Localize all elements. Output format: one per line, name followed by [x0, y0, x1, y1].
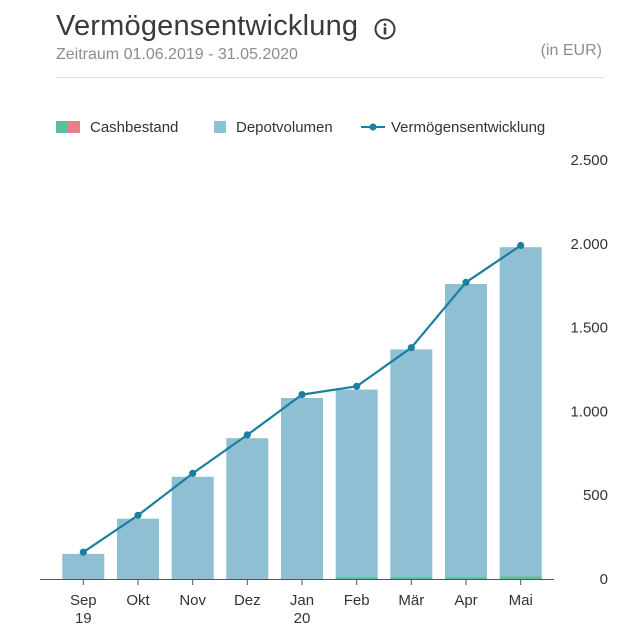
cash-bar	[445, 577, 487, 579]
cash-bar	[390, 577, 433, 579]
wealth-point	[462, 278, 470, 286]
header-divider	[56, 77, 604, 78]
legend-line-label: Vermögensentwicklung	[391, 118, 546, 136]
info-icon[interactable]	[374, 18, 396, 40]
wealth-point	[517, 241, 525, 250]
depot-swatch	[214, 121, 226, 133]
x-tick-label: Dez	[234, 592, 261, 609]
legend-depot-label: Depotvolumen	[236, 118, 333, 136]
cash-negative-swatch	[68, 121, 80, 133]
depot-bar	[335, 389, 378, 579]
cash-bar	[499, 576, 542, 579]
page-title: Vermögensentwicklung	[56, 10, 359, 42]
x-tick-label: Mär	[398, 592, 424, 609]
cash-positive-swatch	[56, 121, 68, 133]
y-tick-label: 1.000	[570, 403, 608, 420]
wealth-point	[243, 431, 251, 439]
depot-bar	[117, 518, 159, 579]
period-subtitle: Zeitraum 01.06.2019 - 31.05.2020	[56, 46, 298, 63]
x-tick-label: Sep	[70, 592, 97, 609]
x-tick-label: 19	[75, 610, 92, 627]
legend-cash-label: Cashbestand	[90, 118, 179, 136]
depot-bar	[390, 349, 433, 579]
depot-bar	[226, 438, 269, 579]
wealth-point	[79, 548, 87, 556]
cash-bar	[335, 577, 378, 579]
x-tick-label: Apr	[454, 592, 477, 609]
line-marker-icon	[361, 123, 385, 131]
depot-bar	[281, 398, 323, 579]
currency-unit: (in EUR)	[540, 42, 602, 59]
wealth-point	[353, 382, 361, 390]
wealth-point	[134, 511, 142, 519]
x-tick-label: Okt	[126, 592, 150, 609]
x-tick-label: Nov	[179, 592, 206, 609]
depot-bar	[445, 284, 487, 579]
x-tick-label: Jan	[290, 592, 314, 609]
x-tick-label: Feb	[344, 592, 370, 609]
x-tick-label: 20	[294, 610, 311, 627]
y-tick-label: 500	[583, 487, 608, 504]
wealth-point	[407, 344, 415, 352]
legend-item-cash[interactable]: Cashbestand	[56, 116, 178, 138]
wealth-point	[189, 469, 197, 477]
legend-item-depot[interactable]: Depotvolumen	[214, 116, 333, 138]
y-tick-label: 2.500	[570, 152, 608, 169]
depot-bar	[62, 553, 105, 579]
y-tick-label: 0	[600, 571, 608, 588]
wealth-point	[298, 391, 306, 399]
y-tick-label: 2.000	[570, 236, 608, 253]
legend-item-wealth-line[interactable]: Vermögensentwicklung	[361, 116, 545, 138]
y-tick-label: 1.500	[570, 320, 608, 337]
depot-bar	[171, 476, 214, 579]
x-tick-label: Mai	[509, 592, 533, 609]
depot-bar	[499, 247, 542, 579]
